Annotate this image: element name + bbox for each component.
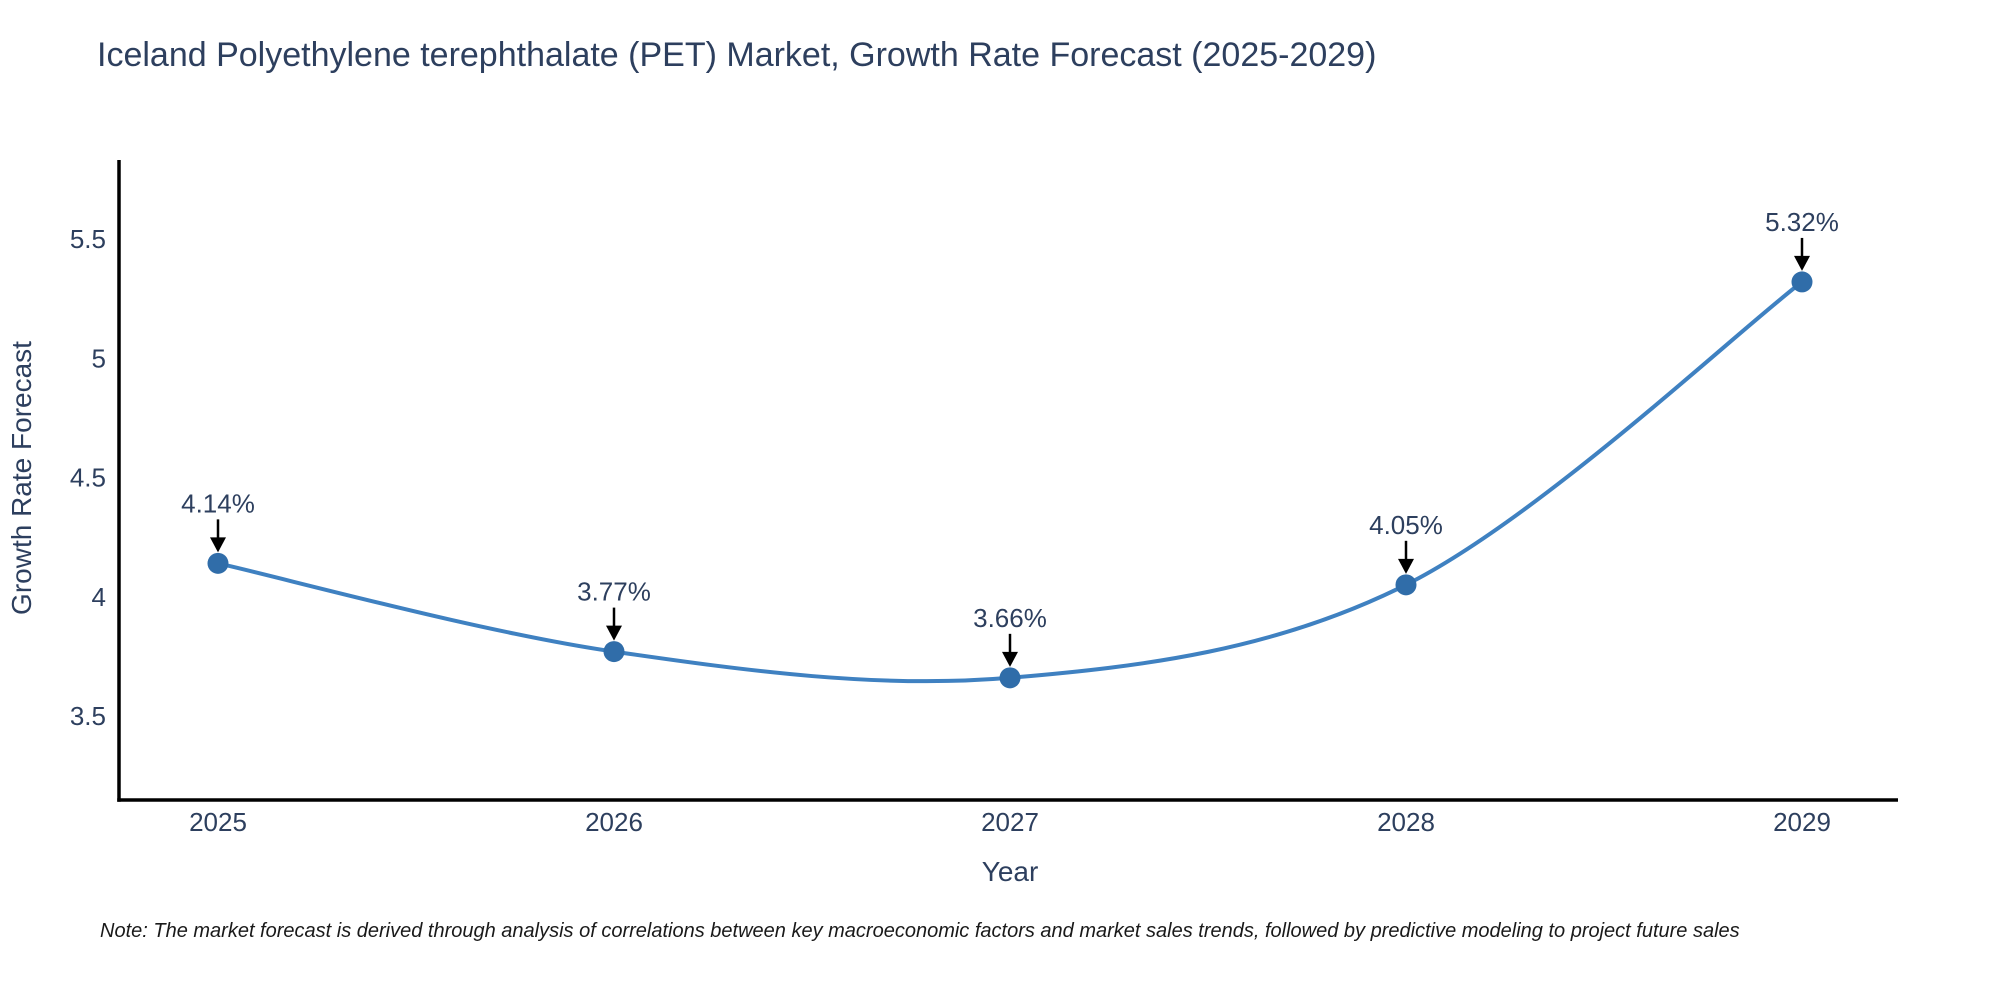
annotation-arrowhead bbox=[1002, 651, 1018, 667]
x-axis-title: Year bbox=[981, 856, 1039, 887]
annotation-arrowhead bbox=[1794, 255, 1810, 271]
data-point-2028 bbox=[1395, 574, 1417, 596]
annotation-arrowhead bbox=[210, 537, 226, 553]
x-tick-label-2028: 2028 bbox=[1377, 807, 1435, 837]
y-tick-label-4: 4 bbox=[92, 582, 106, 612]
chart-title: Iceland Polyethylene terephthalate (PET)… bbox=[97, 36, 1377, 74]
footnote: Note: The market forecast is derived thr… bbox=[100, 920, 1740, 942]
annotation-arrowhead bbox=[1398, 558, 1414, 574]
data-point-label-2027: 3.66% bbox=[973, 603, 1047, 633]
y-tick-label-5.5: 5.5 bbox=[70, 224, 106, 254]
data-point-2029 bbox=[1791, 271, 1813, 293]
x-tick-label-2026: 2026 bbox=[585, 807, 643, 837]
data-point-label-2026: 3.77% bbox=[577, 577, 651, 607]
x-tick-label-2027: 2027 bbox=[981, 807, 1039, 837]
x-tick-label-2029: 2029 bbox=[1773, 807, 1831, 837]
y-tick-label-5: 5 bbox=[92, 343, 106, 373]
data-point-label-2028: 4.05% bbox=[1369, 510, 1443, 540]
x-tick-label-2025: 2025 bbox=[189, 807, 247, 837]
y-tick-label-3.5: 3.5 bbox=[70, 701, 106, 731]
annotation-arrowhead bbox=[606, 625, 622, 641]
data-point-2025 bbox=[207, 552, 229, 574]
data-point-2026 bbox=[603, 641, 625, 663]
data-point-label-2025: 4.14% bbox=[181, 488, 255, 518]
data-point-label-2029: 5.32% bbox=[1765, 207, 1839, 237]
y-tick-label-4.5: 4.5 bbox=[70, 463, 106, 493]
data-point-2027 bbox=[999, 667, 1021, 689]
